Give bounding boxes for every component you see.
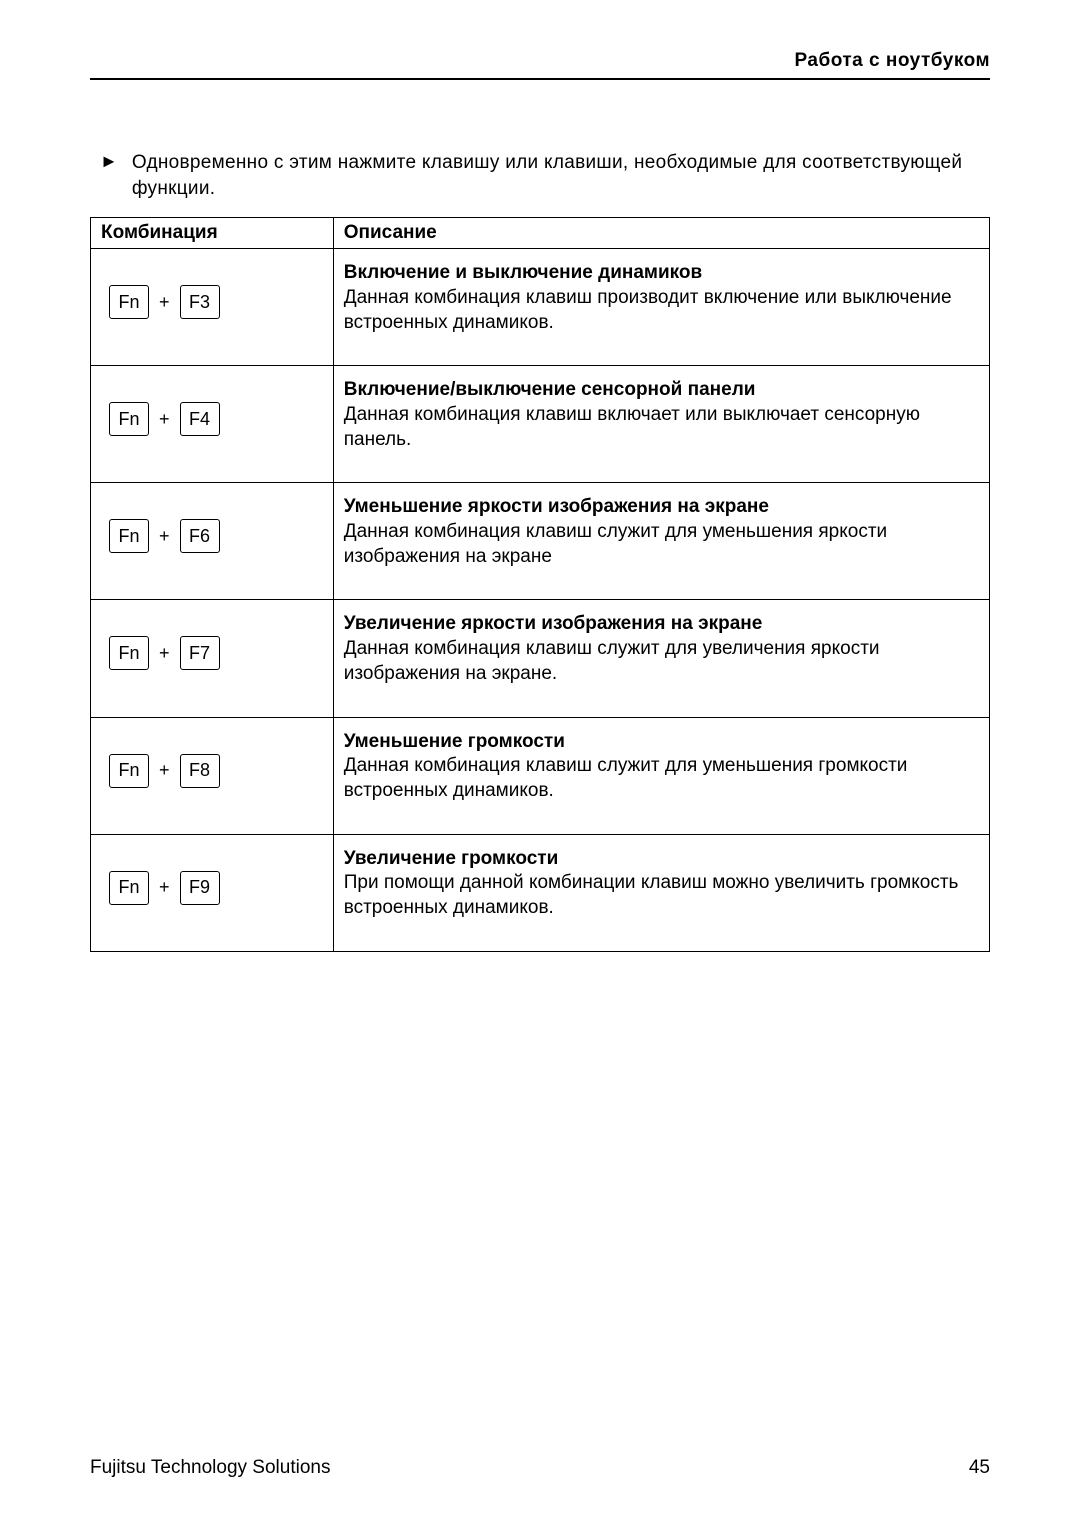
- key-combo-cell: Fn + F9: [91, 834, 334, 951]
- fn-key: Fn: [109, 519, 149, 553]
- function-key: F7: [180, 636, 220, 670]
- plus-icon: +: [159, 525, 170, 548]
- fn-key: Fn: [109, 285, 149, 319]
- plus-icon: +: [159, 291, 170, 314]
- fn-key: Fn: [109, 402, 149, 436]
- page-header: Работа с ноутбуком: [90, 50, 990, 80]
- plus-icon: +: [159, 408, 170, 431]
- intro-paragraph: ► Одновременно с этим нажмите клавишу ил…: [90, 150, 990, 201]
- plus-icon: +: [159, 759, 170, 782]
- table-row: Fn + F7 Увеличение яркости изображения на э…: [91, 600, 990, 717]
- description-cell: Включение и выключение динамиков Данная к…: [333, 249, 989, 366]
- shortcut-body: Данная комбинация клавиш служит для умен…: [344, 521, 887, 567]
- col-header-description: Описание: [333, 218, 989, 249]
- page-footer: Fujitsu Technology Solutions 45: [90, 1457, 990, 1479]
- intro-text: Одновременно с этим нажмите клавишу или …: [132, 150, 990, 201]
- description-cell: Увеличение яркости изображения на экране…: [333, 600, 989, 717]
- function-key: F4: [180, 402, 220, 436]
- shortcut-body: Данная комбинация клавиш производит вклю…: [344, 287, 952, 333]
- key-combo-cell: Fn + F7: [91, 600, 334, 717]
- key-combo: Fn + F7: [101, 636, 323, 670]
- function-key: F9: [180, 871, 220, 905]
- description-cell: Уменьшение яркости изображения на экране…: [333, 483, 989, 600]
- key-combo: Fn + F8: [101, 754, 323, 788]
- fn-key: Fn: [109, 754, 149, 788]
- key-combo-cell: Fn + F8: [91, 717, 334, 834]
- key-combo-cell: Fn + F6: [91, 483, 334, 600]
- shortcut-body: Данная комбинация клавиш служит для умен…: [344, 755, 908, 801]
- table-row: Fn + F8 Уменьшение громкости Данная комбинац…: [91, 717, 990, 834]
- key-combo: Fn + F4: [101, 402, 323, 436]
- key-combo: Fn + F6: [101, 519, 323, 553]
- shortcut-title: Включение и выключение динамиков: [344, 262, 702, 283]
- table-row: Fn + F4 Включение/выключение сенсорной пане…: [91, 366, 990, 483]
- bullet-arrow-icon: ►: [100, 150, 118, 173]
- document-page: Работа с ноутбуком ► Одновременно с этим…: [0, 0, 1080, 1529]
- footer-page-number: 45: [969, 1457, 990, 1479]
- shortcut-body: При помощи данной комбинации клавиш можн…: [344, 872, 959, 918]
- shortcut-body: Данная комбинация клавиш служит для увел…: [344, 638, 880, 684]
- key-combo: Fn + F9: [101, 871, 323, 905]
- key-combo-cell: Fn + F4: [91, 366, 334, 483]
- key-combo: Fn + F3: [101, 285, 323, 319]
- plus-icon: +: [159, 642, 170, 665]
- key-combo-cell: Fn + F3: [91, 249, 334, 366]
- description-cell: Увеличение громкости При помощи данной ко…: [333, 834, 989, 951]
- function-key: F3: [180, 285, 220, 319]
- shortcut-title: Увеличение громкости: [344, 848, 559, 869]
- shortcut-body: Данная комбинация клавиш включает или вы…: [344, 404, 920, 450]
- shortcut-title: Увеличение яркости изображения на экране: [344, 613, 763, 634]
- fn-key: Fn: [109, 871, 149, 905]
- description-cell: Включение/выключение сенсорной панели Дан…: [333, 366, 989, 483]
- table-row: Fn + F9 Увеличение громкости При помощи данн…: [91, 834, 990, 951]
- shortcut-title: Уменьшение громкости: [344, 731, 565, 752]
- col-header-combination: Комбинация: [91, 218, 334, 249]
- shortcut-title: Включение/выключение сенсорной панели: [344, 379, 756, 400]
- shortcut-title: Уменьшение яркости изображения на экране: [344, 496, 769, 517]
- plus-icon: +: [159, 876, 170, 899]
- shortcut-table: Комбинация Описание Fn + F3 Включение и вык…: [90, 217, 990, 951]
- table-row: Fn + F3 Включение и выключение динамиков Дан…: [91, 249, 990, 366]
- function-key: F8: [180, 754, 220, 788]
- fn-key: Fn: [109, 636, 149, 670]
- function-key: F6: [180, 519, 220, 553]
- footer-company: Fujitsu Technology Solutions: [90, 1457, 330, 1479]
- description-cell: Уменьшение громкости Данная комбинация кл…: [333, 717, 989, 834]
- header-title: Работа с ноутбуком: [794, 50, 990, 71]
- table-row: Fn + F6 Уменьшение яркости изображения на э…: [91, 483, 990, 600]
